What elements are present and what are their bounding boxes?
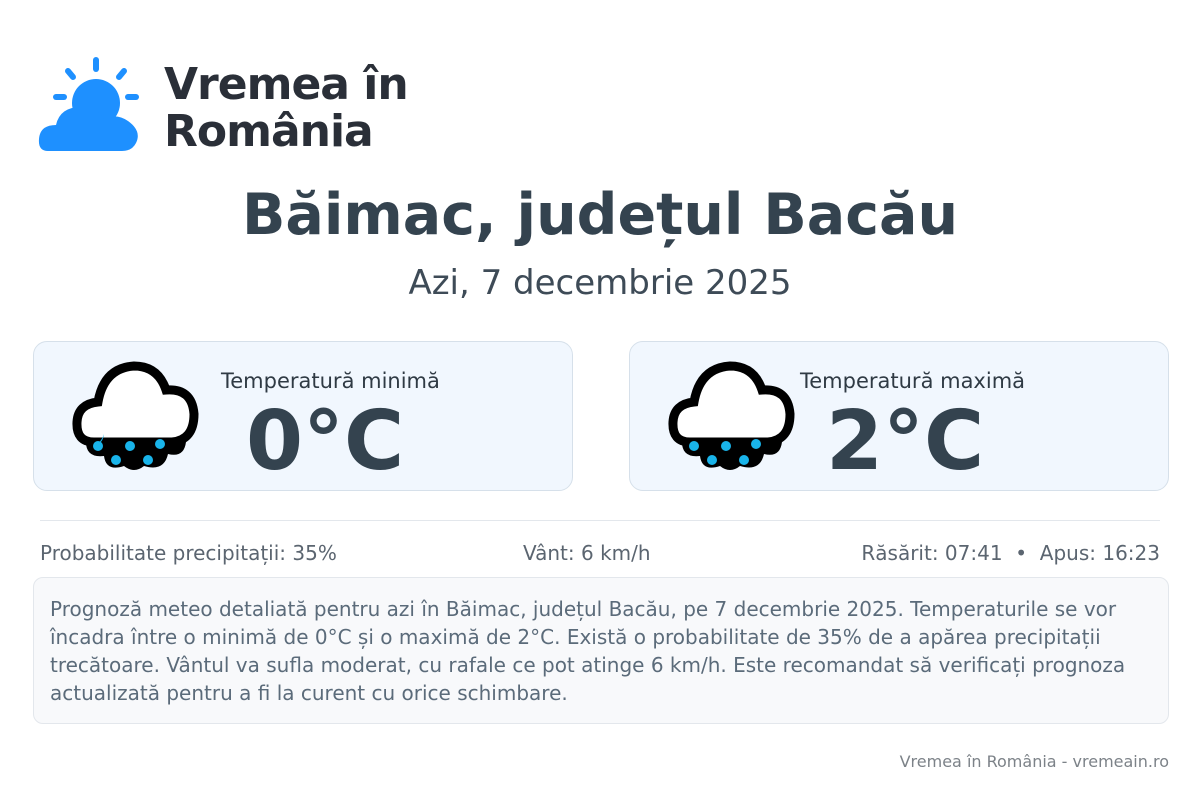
forecast-description: Prognoză meteo detaliată pentru azi în B… (33, 577, 1169, 724)
footer-credit: Vremea în România - vremeain.ro (899, 752, 1169, 771)
sun-cloud-icon (38, 57, 139, 151)
precipitation-stat: Probabilitate precipitații: 35% (40, 541, 337, 565)
max-temp-label: Temperatură maximă (800, 369, 1026, 393)
max-temp-value: 2°C (826, 394, 985, 489)
min-temp-card: Temperatură minimă 0°C (33, 341, 573, 491)
forecast-date: Azi, 7 decembrie 2025 (408, 263, 792, 303)
min-temp-label: Temperatură minimă (221, 369, 440, 393)
min-temp-value: 0°C (246, 394, 405, 489)
divider (40, 520, 1160, 521)
cloud-rain-icon (72, 361, 199, 470)
brand-name: Vremea în România (164, 59, 409, 157)
page-title: Băimac, județul Bacău (241, 182, 959, 248)
max-temp-card: Temperatură maximă 2°C (629, 341, 1169, 491)
sunrise-sunset-stat: Răsărit: 07:41 • Apus: 16:23 (861, 541, 1160, 565)
cloud-rain-icon (668, 361, 795, 470)
brand-logo[interactable]: Vremea în România (36, 55, 409, 155)
wind-stat: Vânt: 6 km/h (523, 541, 651, 565)
